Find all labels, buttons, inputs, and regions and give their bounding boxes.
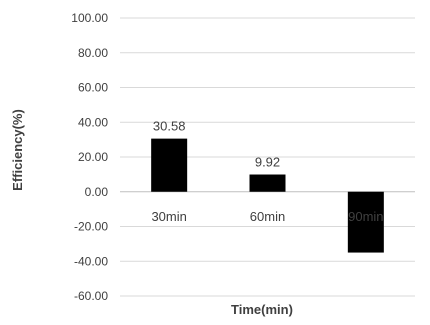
y-tick-label: 0.00 [85,185,109,199]
category-labels: 30min 60min 90min [151,209,383,224]
y-axis-title: Efficiency(%) [10,109,25,191]
bar-90min [347,191,384,253]
category-label: 60min [250,209,285,224]
x-axis-title: Time(min) [231,302,293,317]
data-label: 9.92 [255,155,280,170]
y-tick-label: -40.00 [74,254,108,268]
data-labels: 30.58 9.92 [153,119,280,170]
category-label: 30min [151,209,186,224]
y-tick-label: 80.00 [78,46,108,60]
y-tick-label: -60.00 [74,289,108,303]
y-tick-label: 20.00 [78,150,108,164]
bar-30min [151,138,188,192]
data-label: 30.58 [153,119,186,134]
y-tick-label: 40.00 [78,115,108,129]
bar-60min [249,174,286,192]
y-tick-label: 100.00 [71,11,108,25]
bars [151,138,384,253]
y-tick-label: -20.00 [74,220,108,234]
y-tick-label: 60.00 [78,81,108,95]
category-label: 90min [348,209,383,224]
y-axis-ticks: 100.00 80.00 60.00 40.00 20.00 0.00 -20.00 -40.… [71,11,108,303]
